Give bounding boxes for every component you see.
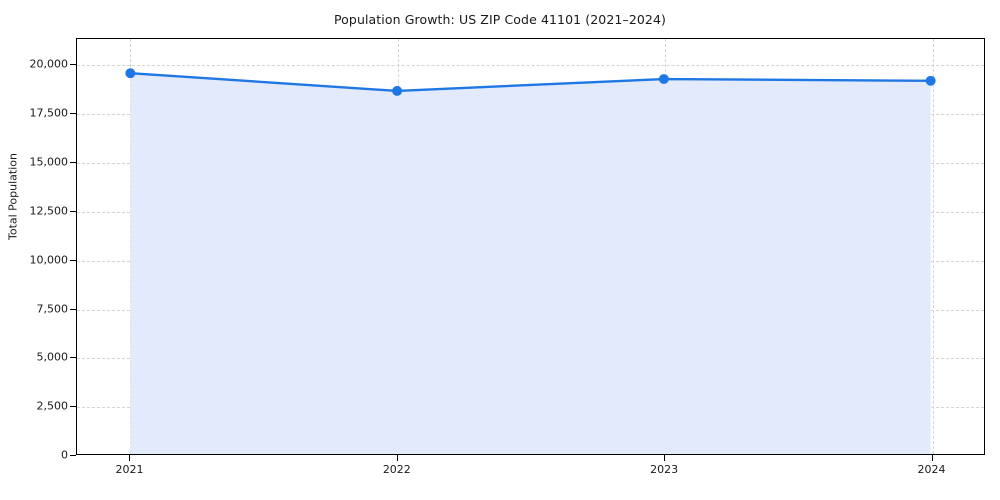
x-tick-mark: [396, 455, 398, 461]
y-tick-label: 15,000: [29, 155, 69, 169]
y-tick-label: 7,500: [36, 302, 69, 315]
data-point-marker[interactable]: [658, 74, 669, 85]
data-point-marker[interactable]: [392, 85, 403, 96]
chart-title: Population Growth: US ZIP Code 41101 (20…: [333, 12, 667, 27]
y-tick-mark: [70, 259, 76, 261]
data-point-marker[interactable]: [125, 68, 136, 79]
y-tick-label: 12,500: [29, 204, 69, 218]
x-tick-mark: [129, 455, 131, 461]
y-tick-label: 20,000: [29, 57, 69, 71]
y-axis-label: Total Population: [6, 153, 20, 240]
x-tick-label: 2021: [115, 463, 144, 476]
y-tick-mark: [70, 113, 76, 115]
y-tick-label: 2,500: [36, 399, 69, 413]
plot-area: [76, 38, 985, 455]
area-fill: [130, 73, 931, 454]
y-tick-mark: [70, 162, 76, 164]
y-tick-label: 17,500: [29, 106, 69, 120]
y-tick-mark: [70, 64, 76, 66]
gridline-vertical: [932, 39, 934, 454]
y-tick-mark: [70, 210, 76, 212]
data-point-marker[interactable]: [925, 75, 936, 86]
series-area-line: [125, 68, 936, 454]
y-tick-mark: [70, 406, 76, 408]
y-tick-label: 0: [61, 448, 68, 462]
x-tick-mark: [931, 455, 933, 461]
series-line: [130, 73, 930, 91]
x-tick-label: 2022: [382, 463, 411, 476]
y-tick-label: 5,000: [36, 350, 69, 364]
x-tick-label: 2023: [650, 463, 679, 476]
gridline-horizontal: [77, 65, 984, 67]
y-tick-mark: [70, 455, 76, 456]
y-tick-mark: [70, 357, 76, 359]
x-tick-label: 2024: [917, 463, 946, 476]
y-tick-mark: [70, 308, 76, 310]
x-tick-mark: [664, 455, 666, 461]
y-tick-label: 10,000: [29, 253, 69, 267]
